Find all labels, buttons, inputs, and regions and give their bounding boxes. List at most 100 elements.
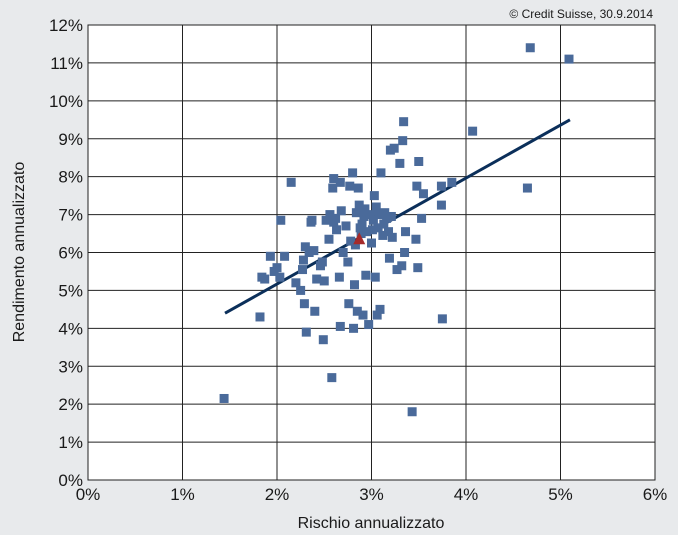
x-tick-label: 1% [170,485,195,504]
y-axis-title: Rendimento annualizzato [11,162,28,343]
y-tick-label: 0% [58,471,83,490]
data-point [317,257,327,267]
data-point [361,270,371,280]
highlight-point [353,232,366,245]
data-point [265,251,275,261]
y-tick-label: 2% [58,395,83,414]
data-point [275,272,285,282]
data-point [219,393,229,403]
data-point [280,251,290,261]
data-point [358,310,368,320]
data-point [328,183,338,193]
data-point [413,263,423,273]
data-point [353,183,363,193]
data-point [414,157,424,166]
y-tick-label: 6% [58,244,83,263]
y-tick-label: 12% [49,16,83,35]
data-point [400,248,410,257]
data-point [335,321,345,331]
y-tick-label: 10% [49,92,83,111]
x-tick-label: 0% [76,485,101,504]
y-tick-label: 9% [58,130,83,149]
data-point [384,253,394,263]
data-point [301,327,311,337]
data-point [318,335,328,345]
data-point [372,310,382,320]
data-point [525,43,535,53]
data-point [336,206,346,216]
data-point [344,299,354,309]
data-point [417,213,427,223]
data-point [401,227,411,237]
data-point [436,200,446,210]
data-point [384,227,394,237]
grid-lines [88,25,655,480]
data-point [298,255,308,265]
data-point [332,225,342,235]
data-point [312,274,322,284]
data-point [418,189,428,199]
x-tick-label: 3% [359,485,384,504]
data-point [378,230,388,240]
data-point [350,240,360,250]
data-point [389,143,399,153]
data-point [399,117,409,127]
data-point [349,280,359,290]
data-point [359,211,369,221]
data-point [286,177,296,187]
data-point [348,168,358,178]
x-tick-label: 6% [643,485,668,504]
data-point [331,213,341,223]
data-point [335,177,345,187]
data-point [343,257,353,267]
data-point [334,272,344,282]
data-point [387,232,397,242]
data-point [407,407,417,417]
data-point [325,210,335,220]
data-point [276,215,286,225]
highlight-group [353,232,366,245]
data-point [352,306,362,316]
data-point [309,246,319,256]
data-point [329,174,339,184]
y-tick-label: 7% [58,206,83,225]
data-point [366,210,376,220]
y-tick-label: 11% [50,54,83,73]
data-point [374,210,384,220]
data-point [392,265,402,275]
data-point [376,168,386,178]
data-point [360,204,370,214]
data-point [362,227,372,237]
data-point [324,234,334,244]
data-point [368,215,378,225]
data-point [382,213,392,223]
data-point [341,221,351,231]
data-point [349,323,359,333]
data-point [411,234,421,244]
data-point [380,208,390,218]
y-tick-label: 1% [58,433,83,452]
data-point [345,181,355,191]
data-point [379,219,389,229]
data-point [298,265,308,275]
data-point [338,248,348,257]
data-point [357,219,367,229]
data-point [296,285,306,295]
data-point [386,211,396,221]
data-point [371,202,381,212]
data-point [398,136,408,146]
x-tick-label: 2% [265,485,290,504]
data-point [436,181,446,191]
y-tick-label: 8% [58,168,83,187]
credit-text: © Credit Suisse, 30.9.2014 [509,7,653,21]
data-point [522,183,532,193]
y-tick-label: 3% [58,357,83,376]
data-point [397,261,407,271]
data-point [356,229,366,239]
data-point [370,272,380,282]
y-tick-label: 4% [58,319,83,338]
data-point [447,177,457,187]
data-point [321,215,331,225]
data-point [369,191,379,201]
